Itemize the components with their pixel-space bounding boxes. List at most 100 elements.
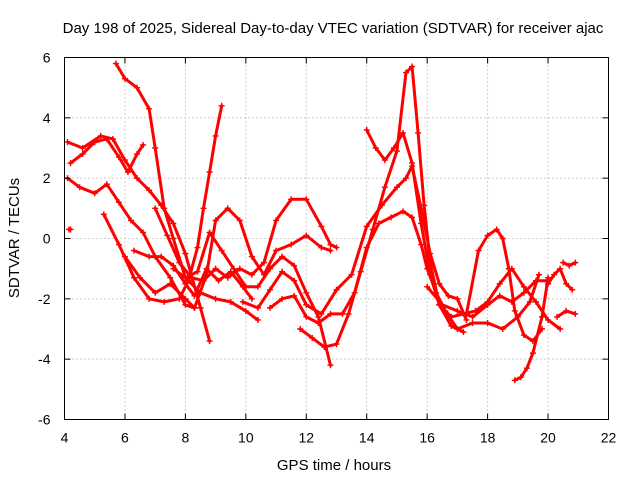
x-tick-label: 14	[359, 430, 375, 446]
data-point	[146, 105, 153, 112]
data-point	[273, 217, 280, 224]
data-point	[267, 304, 274, 311]
data-point	[387, 214, 394, 221]
data-point	[191, 304, 198, 311]
x-tick-label: 18	[480, 430, 496, 446]
data-point	[572, 310, 579, 317]
data-point	[409, 63, 416, 70]
data-point	[545, 280, 552, 287]
data-point	[363, 126, 370, 133]
data-point	[182, 295, 189, 302]
data-point	[212, 295, 219, 302]
data-point	[409, 160, 416, 167]
data-point	[212, 265, 219, 272]
data-point	[511, 377, 518, 384]
data-point	[291, 262, 298, 269]
data-point	[569, 286, 576, 293]
y-tick-label: 2	[43, 170, 51, 186]
data-point	[563, 307, 570, 314]
data-point	[551, 271, 558, 278]
series-trace-13	[363, 126, 564, 332]
data-point	[333, 286, 340, 293]
series-trace-17	[545, 265, 576, 293]
data-point	[545, 274, 552, 281]
x-tick-label: 12	[298, 430, 314, 446]
data-point	[167, 280, 174, 287]
data-point	[460, 329, 467, 336]
data-point	[200, 277, 207, 284]
data-point	[327, 310, 334, 317]
series-trace-9	[170, 229, 334, 369]
data-point	[182, 250, 189, 257]
series-trace-5	[100, 102, 225, 305]
data-point	[121, 157, 128, 164]
data-point	[206, 229, 213, 236]
data-point	[560, 259, 567, 266]
data-point	[339, 310, 346, 317]
data-point	[363, 223, 370, 230]
data-series	[64, 60, 579, 384]
data-point	[403, 175, 410, 182]
data-point	[100, 211, 107, 218]
series-trace	[241, 164, 468, 322]
data-point	[318, 244, 325, 251]
data-point	[185, 277, 192, 284]
data-point	[254, 304, 261, 311]
data-point	[224, 205, 231, 212]
data-point	[161, 298, 168, 305]
series-trace-2	[64, 132, 213, 345]
data-point	[218, 247, 225, 254]
series-trace-19	[554, 307, 579, 320]
data-point	[224, 274, 231, 281]
y-axis-title: SDTVAR / TECUs	[6, 178, 23, 298]
data-point	[248, 295, 255, 302]
x-tick-label: 6	[121, 430, 129, 446]
data-point	[140, 141, 147, 148]
data-point	[463, 316, 470, 323]
data-point	[463, 310, 470, 317]
data-point	[115, 241, 122, 248]
data-point	[200, 205, 207, 212]
data-point	[146, 187, 153, 194]
data-point	[409, 214, 416, 221]
data-point	[273, 247, 280, 254]
data-point	[91, 190, 98, 197]
series-trace	[546, 267, 574, 292]
data-point	[279, 268, 286, 275]
data-point	[327, 362, 334, 369]
series-trace	[153, 197, 338, 283]
data-point	[103, 135, 110, 142]
x-tick-labels: 4 6 8 10 12 14 16 18 20 22	[61, 430, 617, 446]
data-point	[415, 129, 422, 136]
x-tick-label: 8	[181, 430, 189, 446]
data-point	[191, 292, 198, 299]
data-point	[97, 132, 104, 139]
data-point	[254, 316, 261, 323]
data-point	[279, 253, 286, 260]
series-trace-16	[511, 274, 552, 384]
data-point	[475, 247, 482, 254]
series-trace	[465, 227, 544, 343]
data-point	[152, 205, 159, 212]
data-point	[539, 313, 546, 320]
data-point	[170, 220, 177, 227]
series-trace-8	[152, 196, 340, 284]
x-tick-label: 22	[601, 430, 617, 446]
chart-title: Day 198 of 2025, Sidereal Day-to-day VTE…	[63, 20, 604, 37]
data-point	[484, 319, 491, 326]
data-point	[484, 301, 491, 308]
data-point	[124, 169, 131, 176]
data-point	[131, 247, 138, 254]
y-tick-label: -2	[38, 291, 51, 307]
data-point	[248, 271, 255, 278]
data-point	[239, 298, 246, 305]
data-point	[499, 235, 506, 242]
data-point	[131, 274, 138, 281]
data-point	[248, 253, 255, 260]
data-point	[484, 232, 491, 239]
data-point	[161, 205, 168, 212]
data-point	[303, 232, 310, 239]
data-point	[445, 292, 452, 299]
y-tick-label: 6	[43, 50, 51, 66]
